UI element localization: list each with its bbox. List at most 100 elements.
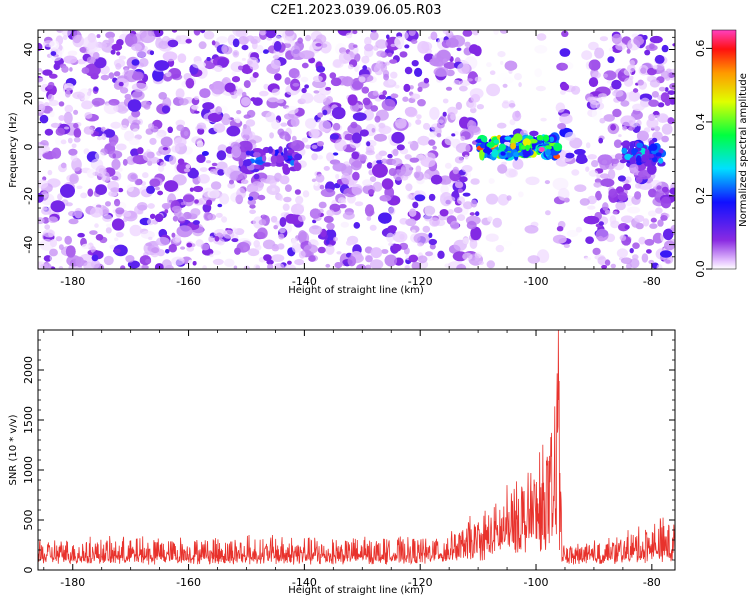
heat-cell-hot xyxy=(641,154,648,163)
heat-cell xyxy=(132,71,144,80)
heat-cell xyxy=(409,85,414,90)
heat-cell xyxy=(382,90,388,96)
heat-cell xyxy=(94,151,105,161)
heat-cell xyxy=(458,80,471,87)
heat-cell xyxy=(632,242,640,249)
heat-cell xyxy=(94,57,107,69)
heat-cell xyxy=(149,137,157,145)
heat-cell xyxy=(94,223,99,228)
heat-cell xyxy=(636,130,649,142)
heat-cell xyxy=(611,79,622,90)
heat-cell xyxy=(404,44,410,49)
heat-cell xyxy=(364,43,374,52)
heat-cell xyxy=(400,163,413,177)
heat-cell xyxy=(298,250,306,259)
heat-cell xyxy=(361,86,369,94)
heat-cell xyxy=(58,266,64,269)
heat-cell xyxy=(370,105,379,112)
heat-cell xyxy=(423,122,431,130)
heat-cell xyxy=(447,106,458,116)
heat-cell xyxy=(74,207,83,219)
heat-cell xyxy=(51,147,62,159)
heat-cell xyxy=(475,211,480,217)
heat-cell xyxy=(610,158,620,165)
heat-cell xyxy=(437,250,445,259)
heat-cell xyxy=(67,50,78,56)
heat-cell xyxy=(202,97,211,102)
heat-cell xyxy=(198,174,210,184)
heat-cell xyxy=(651,91,660,98)
heat-cell xyxy=(263,83,270,90)
heat-cell xyxy=(216,150,227,161)
heat-cell xyxy=(495,244,505,253)
heat-cell xyxy=(638,236,646,245)
heat-cell xyxy=(428,238,437,246)
heat-cell xyxy=(632,103,645,112)
heat-cell xyxy=(150,213,156,219)
heat-cell xyxy=(156,236,170,246)
heat-cell xyxy=(173,209,182,217)
heat-cell xyxy=(178,98,189,106)
colorbar-tick-label: 0.2 xyxy=(694,187,707,205)
heat-cell xyxy=(627,206,641,214)
heat-cell xyxy=(269,179,277,187)
heat-cell xyxy=(213,123,226,133)
heat-cell xyxy=(470,107,477,114)
heat-cell xyxy=(534,45,548,54)
heat-cell xyxy=(64,104,74,113)
heat-cell xyxy=(388,78,395,86)
heat-cell xyxy=(591,71,601,79)
heat-cell xyxy=(631,110,643,120)
heat-cell xyxy=(468,119,474,126)
heat-cell xyxy=(409,208,417,217)
heat-cell-hot xyxy=(549,136,555,143)
heat-cell xyxy=(301,62,309,69)
heat-cell xyxy=(315,174,325,183)
heat-cell xyxy=(455,181,463,189)
heat-cell xyxy=(579,198,590,206)
snr-x-tick-label: -120 xyxy=(408,576,433,589)
heat-cell xyxy=(576,153,587,164)
heat-cell-hot xyxy=(536,134,544,141)
heat-cell xyxy=(81,67,90,74)
heat-cell xyxy=(243,246,248,252)
snr-y-tick-label: 1000 xyxy=(22,456,35,484)
heat-cell xyxy=(383,73,389,81)
heat-cell xyxy=(238,172,248,180)
heat-cell xyxy=(608,47,614,52)
heat-cell xyxy=(588,59,601,71)
heat-cell xyxy=(633,35,645,46)
heat-cell xyxy=(185,164,191,169)
heat-cell xyxy=(656,185,662,190)
heat-cell xyxy=(223,167,231,175)
heat-cell xyxy=(488,178,495,184)
heat-cell xyxy=(387,225,397,233)
heat-cell xyxy=(247,248,260,257)
heat-cell xyxy=(417,135,431,146)
heat-cell xyxy=(463,201,473,210)
heat-cell xyxy=(49,40,60,50)
heat-cell xyxy=(394,84,400,89)
snr-x-tick-label: -140 xyxy=(292,576,317,589)
heat-cell xyxy=(655,207,663,214)
heat-cell xyxy=(365,255,373,263)
heat-cell xyxy=(620,100,630,107)
heat-cell xyxy=(81,243,91,249)
heat-cell xyxy=(499,30,509,34)
heat-cell xyxy=(445,30,453,36)
heat-cell xyxy=(120,265,126,269)
heat-cell xyxy=(146,218,155,226)
heat-cell xyxy=(667,42,673,47)
heat-cell xyxy=(345,240,353,246)
heat-cell xyxy=(208,235,214,243)
heat-cell xyxy=(113,71,121,77)
heat-cell xyxy=(210,81,226,95)
heat-cell xyxy=(84,112,93,119)
heat-cell xyxy=(642,35,648,40)
heat-cell xyxy=(596,174,601,179)
heat-cell xyxy=(210,181,222,190)
heat-cell xyxy=(240,97,251,106)
heat-cell xyxy=(433,67,449,77)
heat-cell-hot xyxy=(479,151,484,161)
